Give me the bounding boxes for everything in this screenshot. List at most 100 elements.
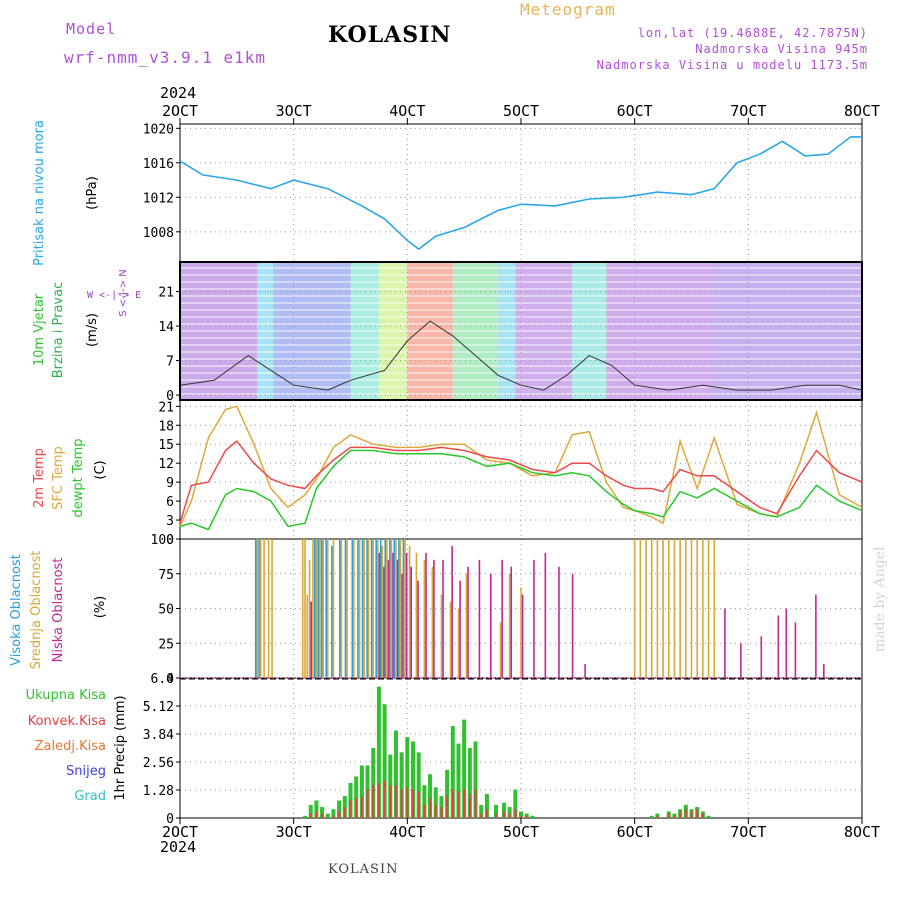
precip-ytick-label: 2.56 <box>143 756 174 771</box>
wind-label-2: Brzina i Pravac <box>51 282 66 379</box>
precip-conv-bar <box>474 789 477 818</box>
precip-conv-bar <box>343 807 346 818</box>
conv-precip-label: Konvek.Kisa <box>28 714 106 729</box>
precip-total-bar <box>507 807 512 818</box>
total-precip-label: Ukupna Kisa <box>26 688 106 703</box>
pressure-unit: (hPa) <box>85 176 100 210</box>
model-elevation-label: Nadmorska Visina u modelu 1173.5m <box>596 58 868 72</box>
temp-ytick-label: 21 <box>158 400 174 415</box>
precip-conv-bar <box>520 815 522 818</box>
precip-total-bar <box>473 741 478 818</box>
precip-ytick-label: 3.84 <box>143 728 174 743</box>
cloud-ytick-label: 25 <box>158 637 174 652</box>
precip-conv-bar <box>366 789 369 818</box>
time-tick-bottom: 6OCT <box>617 823 653 841</box>
time-tick-top: 2OCT <box>162 102 198 120</box>
precip-total-bar <box>382 704 387 818</box>
time-tick-bottom: 5OCT <box>503 823 539 841</box>
temp-ytick-label: 0 <box>166 533 174 548</box>
precip-total-bar <box>376 686 381 818</box>
wind-compass-we: W <-|-> E <box>87 290 141 301</box>
sfc-label: SFC Temp <box>51 446 66 510</box>
temp-ytick-label: 9 <box>166 476 174 491</box>
wind-band-8 <box>515 263 573 399</box>
pressure-label: Pritisak na nivou mora <box>32 120 47 266</box>
time-tick-top: 6OCT <box>617 102 653 120</box>
precip-total-bar <box>456 743 461 818</box>
precip-total-bar <box>354 776 359 818</box>
precip-conv-bar <box>309 813 312 818</box>
sfc-temp-line <box>179 405 863 527</box>
graupel-label: Grad <box>74 789 106 804</box>
temp-ytick-label: 12 <box>158 457 174 472</box>
frozen-precip-label: Zaledj.Kisa <box>35 739 106 754</box>
wind-band-0 <box>180 263 258 399</box>
precip-conv-bar <box>406 787 409 818</box>
model-label: Model <box>66 20 117 38</box>
precip-total-bar <box>484 793 489 818</box>
cloud-ytick-label: 0 <box>166 672 174 687</box>
snow-label: Snijeg <box>66 764 106 779</box>
time-tick-bottom: 2OCT <box>162 823 198 841</box>
precip-total-bar <box>314 800 319 818</box>
cloud-ytick-label: 75 <box>158 568 174 583</box>
wind-band-1 <box>257 263 274 399</box>
footer-station: KOLASIN <box>328 862 399 877</box>
precip-conv-bar <box>360 796 363 818</box>
wind-band-6 <box>452 263 499 399</box>
precip-total-bar <box>530 815 535 818</box>
time-tick-bottom: 4OCT <box>389 823 425 841</box>
precip-total-bar <box>513 789 518 818</box>
t2m-label: 2m Temp <box>32 448 47 508</box>
precip-conv-bar <box>349 800 352 818</box>
precip-ytick-label: 6.4 <box>151 672 175 687</box>
product-title: Meteogram <box>520 0 616 19</box>
wind-speed-line <box>179 320 863 391</box>
precip-total-bar <box>331 809 336 818</box>
wind-label-1: 10m Vjetar <box>32 293 47 366</box>
time-tick-top: 3OCT <box>276 102 312 120</box>
precip-conv-bar <box>355 798 358 818</box>
precip-conv-bar <box>485 809 488 818</box>
precip-total-bar <box>462 719 467 818</box>
precip-conv-bar <box>690 811 693 818</box>
precip-conv-bar <box>696 809 699 818</box>
precip-total-bar <box>706 815 711 818</box>
precip-total-bar <box>493 804 498 818</box>
time-tick-top: 8OCT <box>844 102 880 120</box>
precip-conv-bar <box>701 813 704 818</box>
precip-total-bar <box>416 752 421 818</box>
precip-total-bar <box>445 769 450 818</box>
temp-ytick-label: 3 <box>166 514 174 529</box>
precip-conv-bar <box>656 815 659 818</box>
elevation-label: Nadmorska Visina 945m <box>695 42 868 56</box>
precip-conv-bar <box>457 791 460 818</box>
precip-total-bar <box>399 752 404 818</box>
precip-conv-bar <box>377 783 380 818</box>
high-cloud-label: Visoka Oblacnost <box>9 554 24 666</box>
precip-total-bar <box>519 811 523 818</box>
precip-conv-bar <box>315 811 318 818</box>
precip-total-bar <box>405 737 410 818</box>
time-tick-top: 4OCT <box>389 102 425 120</box>
dewpt-label: dewpt Temp <box>71 438 86 517</box>
model-name: wrf-nmm_v3.9.1 e1km <box>64 48 267 67</box>
precip-total-bar <box>325 813 330 818</box>
precip-total-bar <box>501 802 506 818</box>
pressure-ytick-label: 1020 <box>143 122 174 137</box>
precip-total-bar <box>450 726 455 818</box>
wind-band-11 <box>714 263 862 399</box>
precip-total-bar <box>428 774 433 818</box>
precip-conv-bar <box>383 780 386 818</box>
wind-band-7 <box>498 263 516 399</box>
precip-total-bar <box>479 804 484 818</box>
pressure-ytick-label: 1016 <box>143 157 174 172</box>
precip-conv-bar <box>446 796 449 818</box>
precip-conv-bar <box>434 804 437 818</box>
time-tick-bottom: 7OCT <box>730 823 766 841</box>
precip-conv-bar <box>372 785 375 818</box>
temp-ytick-label: 18 <box>158 419 174 434</box>
precip-conv-bar <box>463 789 466 818</box>
precip-conv-bar <box>451 789 454 818</box>
